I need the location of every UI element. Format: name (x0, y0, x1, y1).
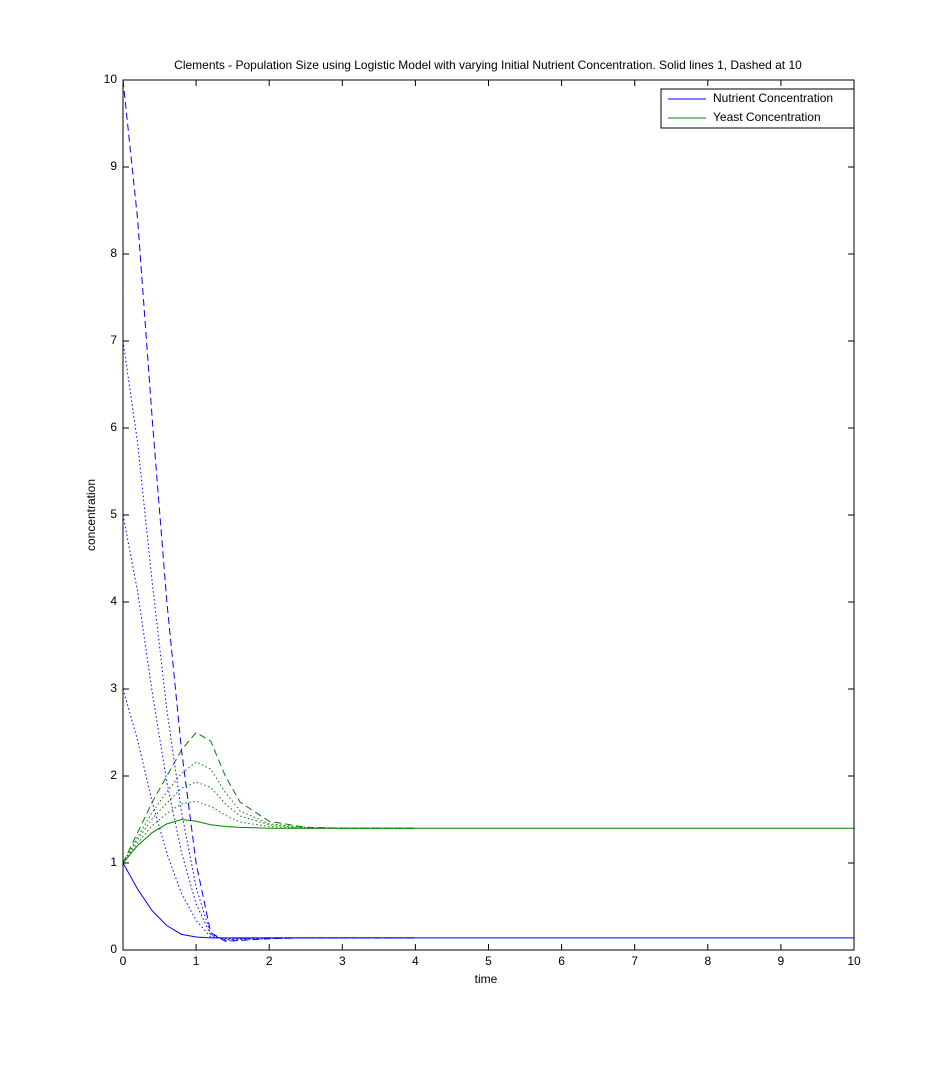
x-tick-label: 4 (412, 954, 419, 968)
y-tick-label: 7 (110, 333, 117, 347)
x-tick-label: 0 (120, 954, 127, 968)
x-tick-label: 1 (193, 954, 200, 968)
y-tick-label: 10 (104, 72, 118, 86)
x-tick-label: 8 (704, 954, 711, 968)
x-tick-label: 10 (847, 954, 861, 968)
x-axis-label: time (475, 972, 498, 986)
y-tick-label: 4 (110, 594, 117, 608)
y-tick-label: 8 (110, 246, 117, 260)
y-tick-label: 2 (110, 768, 117, 782)
legend-box (660, 88, 855, 129)
y-tick-label: 3 (110, 681, 117, 695)
y-tick-label: 9 (110, 159, 117, 173)
series-line (122, 340, 416, 941)
legend-label: Nutrient Concentration (713, 91, 833, 105)
x-tick-label: 9 (778, 954, 785, 968)
x-tick-label: 7 (631, 954, 638, 968)
y-tick-label: 0 (110, 942, 117, 956)
y-tick-label: 5 (110, 507, 117, 521)
x-tick-label: 2 (266, 954, 273, 968)
y-tick-label: 6 (110, 420, 117, 434)
legend-label: Yeast Concentration (713, 110, 821, 124)
x-tick-label: 6 (558, 954, 565, 968)
y-axis-label: concentration (84, 479, 98, 551)
x-tick-label: 5 (485, 954, 492, 968)
chart-title: Clements - Population Size using Logisti… (174, 58, 802, 72)
x-tick-label: 3 (339, 954, 346, 968)
y-tick-label: 1 (110, 855, 117, 869)
series-line (122, 781, 416, 864)
